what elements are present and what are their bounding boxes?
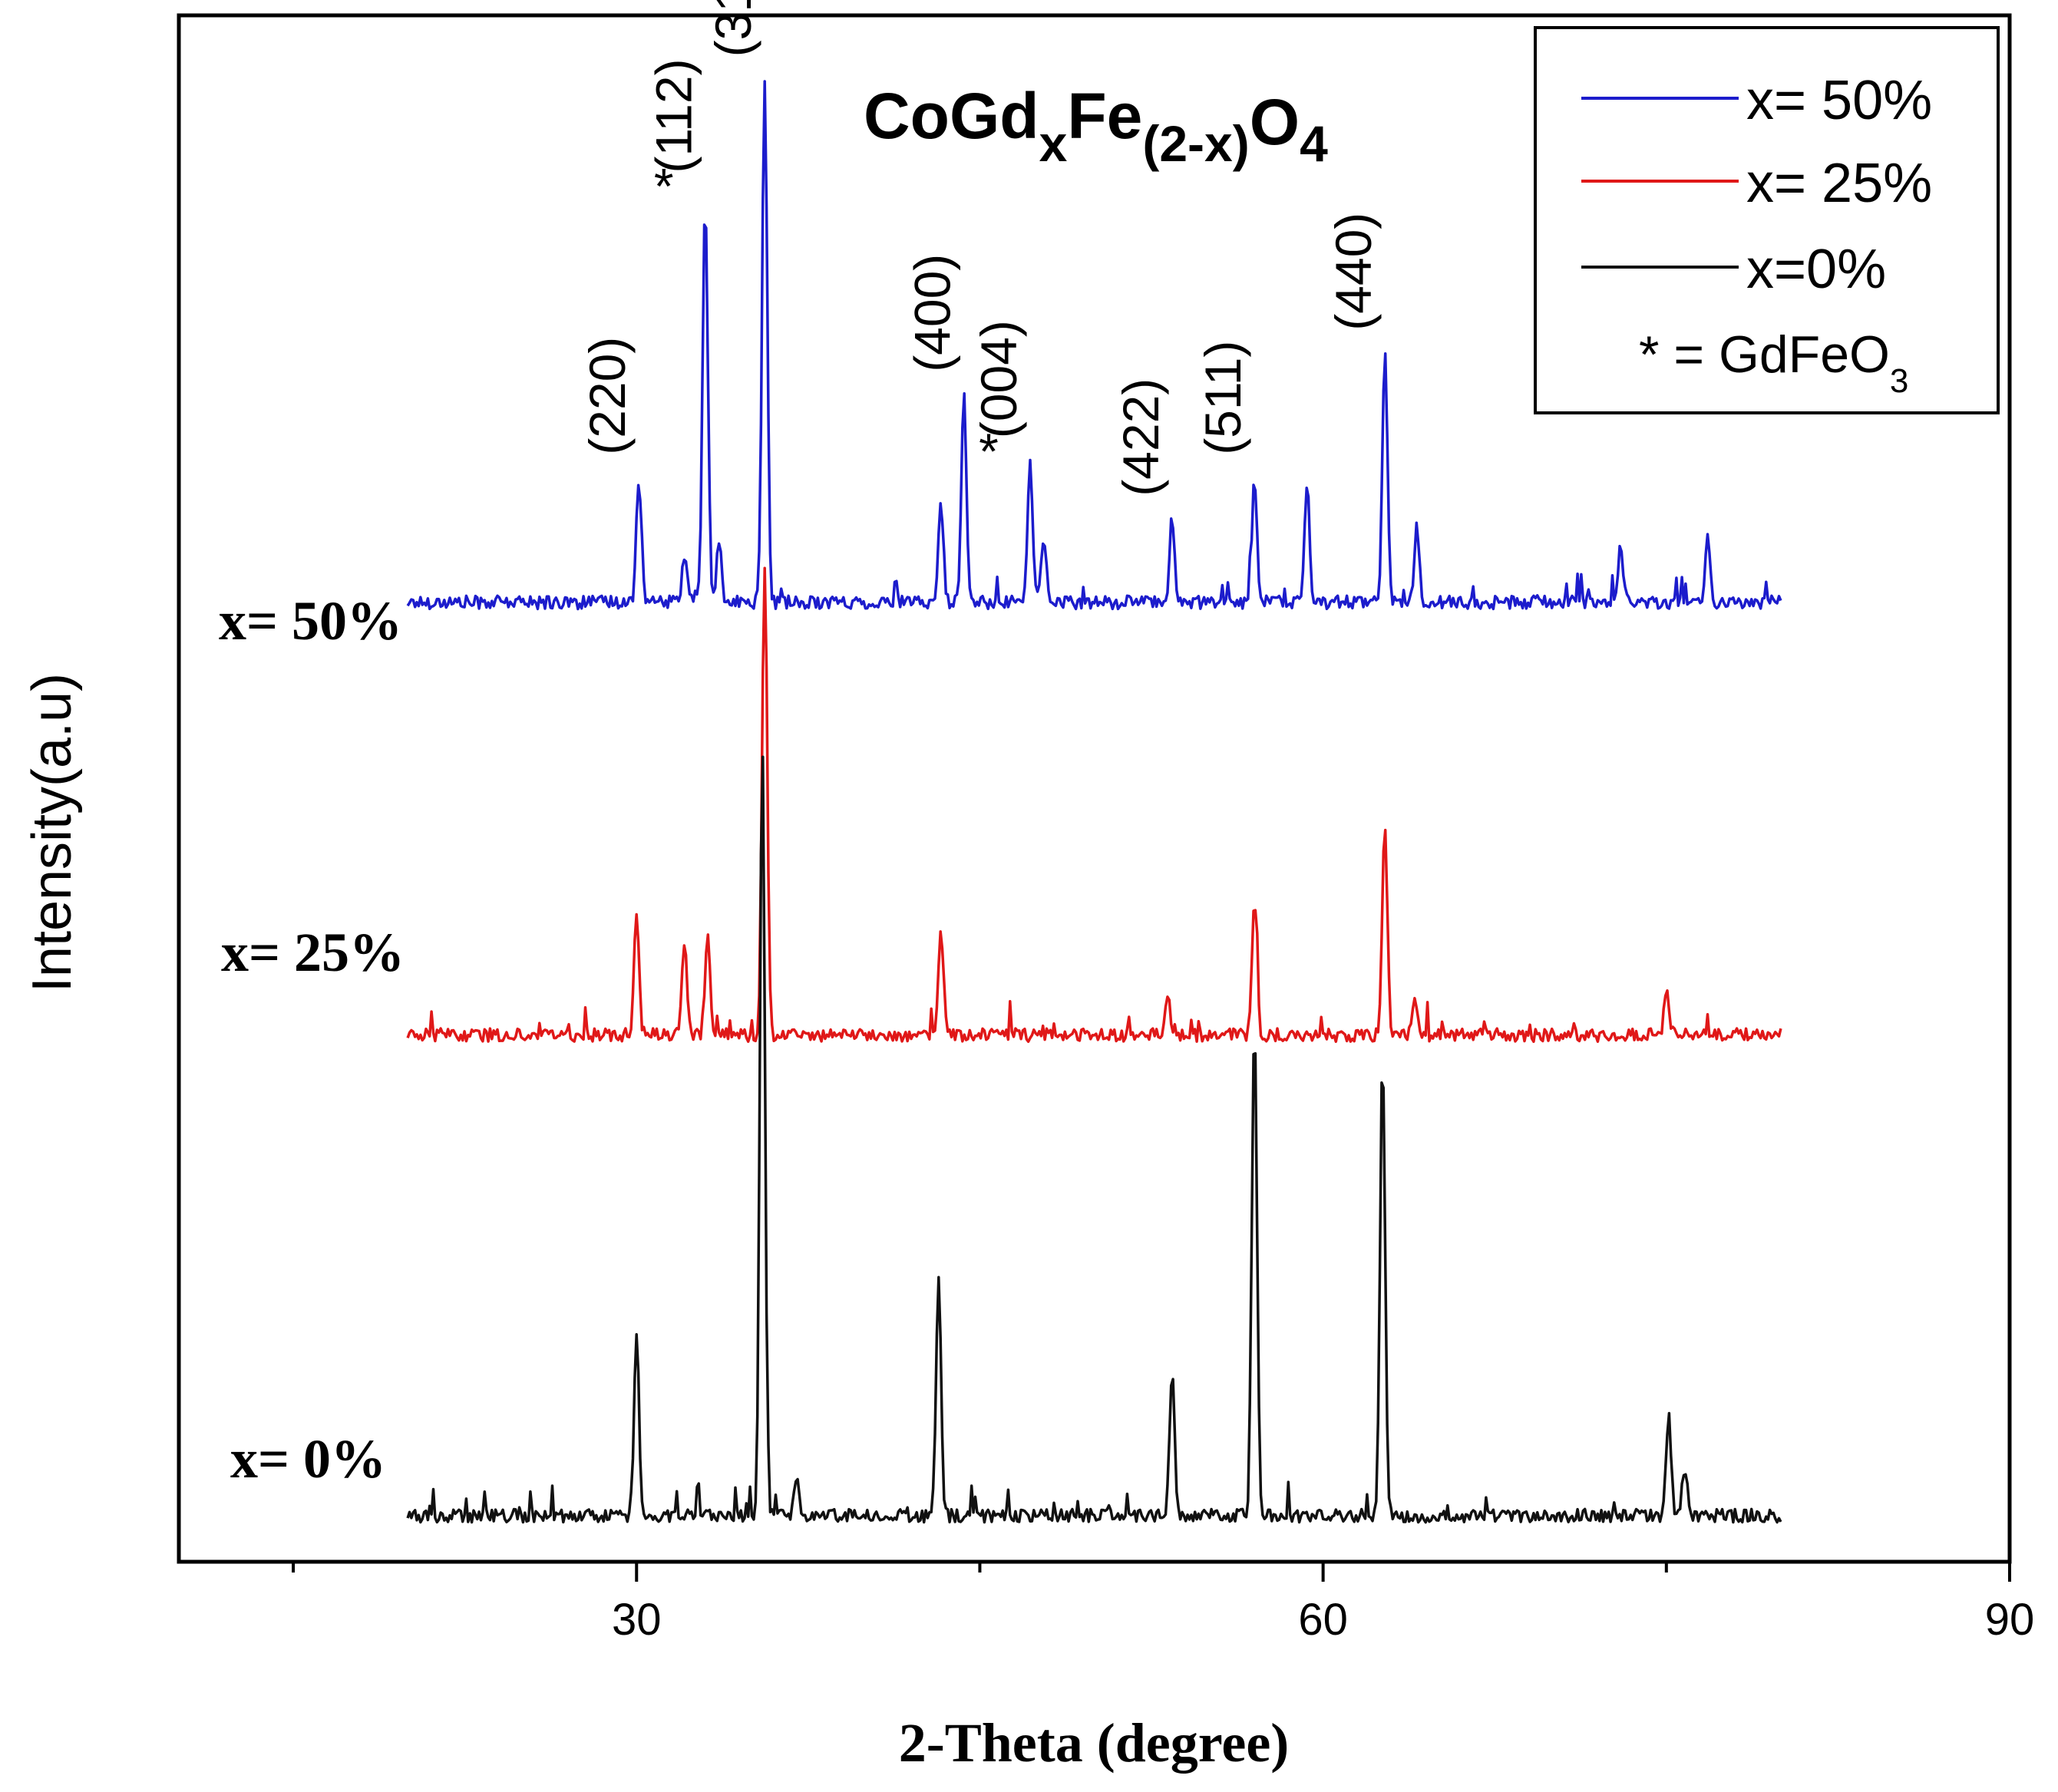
peak-annotation: (311) <box>705 0 761 57</box>
x-tick-label: 30 <box>612 1595 662 1645</box>
series-line-0 <box>406 80 1782 611</box>
peak-annotation: (422) <box>1112 378 1169 497</box>
legend-note-gdfeo3: * = GdFeO3 <box>1639 325 1908 400</box>
series-line-1 <box>406 566 1782 1043</box>
title-sub: x <box>1039 115 1068 172</box>
series-side-label-50: x= 50% <box>219 590 402 652</box>
peak-annotation: (004)* <box>970 320 1027 480</box>
legend-label-0: x=0% <box>1746 239 1886 300</box>
x-tick-label: 90 <box>1985 1595 2035 1645</box>
hkl-label: (220) <box>579 337 636 455</box>
hkl-label: (311) <box>705 0 761 57</box>
legend-note-base: * = GdFeO <box>1639 325 1890 384</box>
peak-annotation: (440) <box>1325 213 1382 331</box>
series-line-2 <box>406 755 1782 1524</box>
peak-annotation: (400) <box>904 254 961 372</box>
plot-frame <box>177 13 2012 1564</box>
legend-note-sub: 3 <box>1890 362 1908 400</box>
hkl-label: (440) <box>1325 213 1382 331</box>
y-axis-label: Intensity(a.u) <box>21 673 83 992</box>
impurity-star: * <box>654 158 674 215</box>
hkl-label: (004) <box>970 320 1027 438</box>
peak-annotation: (112)* <box>646 58 702 214</box>
chart-title: CoGdxFe(2-x)O4 <box>864 80 1328 172</box>
hkl-label: (112) <box>646 58 702 173</box>
legend-label-25: x= 25% <box>1746 153 1932 214</box>
title-part: CoGd <box>864 80 1039 152</box>
series-layer <box>406 80 1782 1524</box>
legend-box <box>1534 26 2000 414</box>
x-axis: 30 60 90 <box>292 1562 2035 1645</box>
title-part: Fe <box>1067 80 1142 152</box>
series-side-label-25: x= 25% <box>221 922 405 983</box>
legend-label-50: x= 50% <box>1746 70 1932 131</box>
x-tick-label: 60 <box>1298 1595 1348 1645</box>
hkl-label: (422) <box>1112 378 1169 497</box>
legend: x= 50% x= 25% x=0% * = GdFeO3 <box>1534 26 2000 414</box>
title-part: O <box>1250 86 1300 158</box>
hkl-label: (511) <box>1194 341 1251 455</box>
peak-annotation: (511) <box>1194 341 1251 455</box>
peak-annotations: (220)(112)*(311)(400)(004)*(422)(511)(44… <box>579 0 1382 497</box>
peak-annotation: (220) <box>579 337 636 455</box>
x-axis-label: 2-Theta (degree) <box>899 1712 1290 1774</box>
title-sub: 4 <box>1300 115 1328 172</box>
series-side-label-0: x= 0% <box>230 1428 386 1490</box>
hkl-label: (400) <box>904 254 961 372</box>
title-sub: (2-x) <box>1142 115 1249 172</box>
impurity-star: * <box>979 423 999 480</box>
